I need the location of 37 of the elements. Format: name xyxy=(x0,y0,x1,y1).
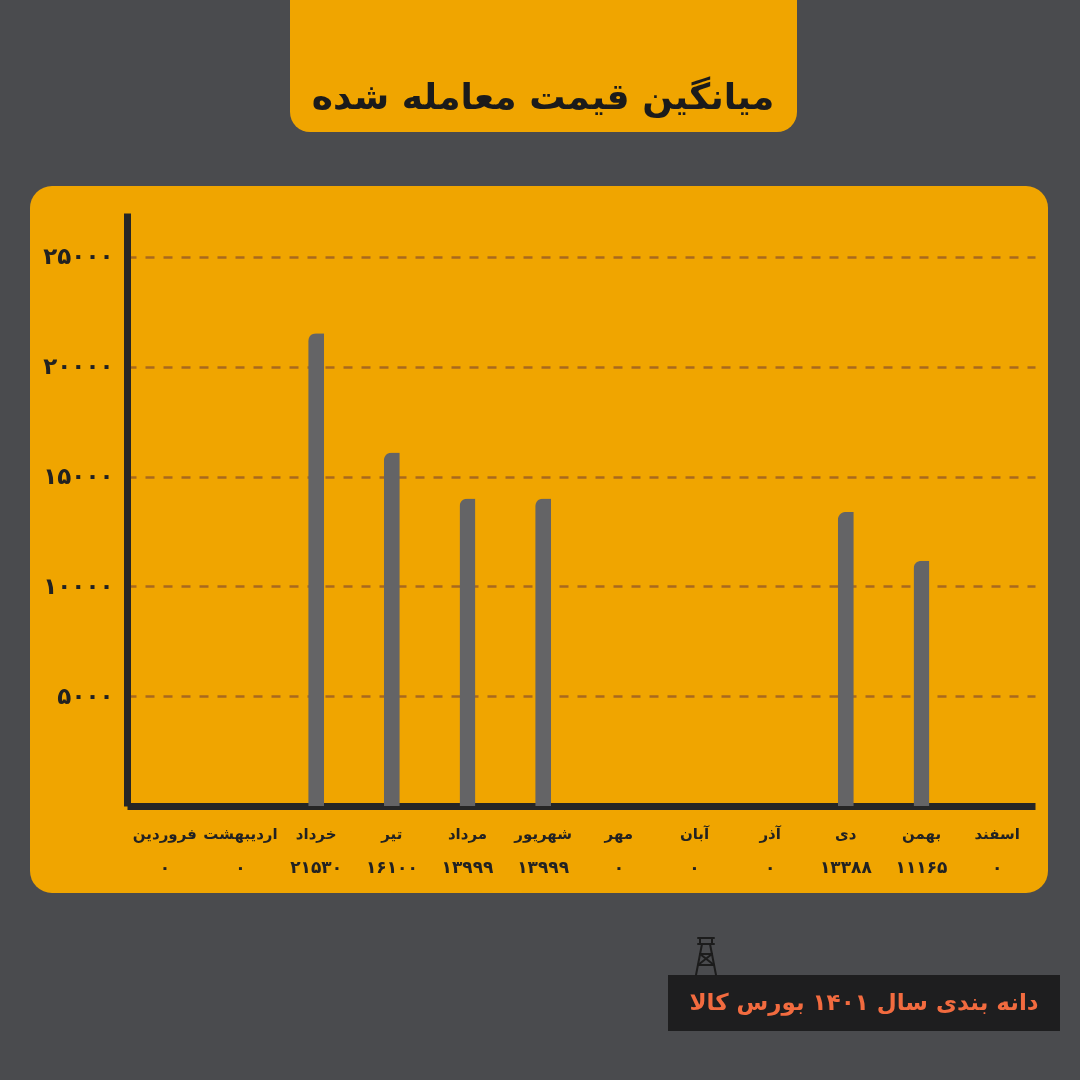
data-label: ۰ xyxy=(613,857,625,877)
x-tick-label: دی xyxy=(835,824,857,843)
bar xyxy=(383,452,400,806)
data-label: ۰ xyxy=(159,857,171,877)
y-tick-label: ۱۵۰۰۰ xyxy=(43,463,114,490)
x-tick-label: اردیبهشت xyxy=(203,824,278,843)
x-tick-label: آذر xyxy=(758,824,782,843)
bar xyxy=(535,498,552,806)
x-tick-label: تیر xyxy=(380,824,403,843)
data-label: ۱۳۹۹۹ xyxy=(441,857,495,877)
data-label: ۱۳۹۹۹ xyxy=(517,857,570,877)
data-label: ۱۶۱۰۰ xyxy=(365,857,418,877)
x-tick-label: بهمن xyxy=(901,824,942,843)
x-tick-label: شهریور xyxy=(513,824,572,843)
x-tick-label: آبان xyxy=(679,824,710,843)
bar xyxy=(308,333,325,806)
text: دانه بندی سال ۱۴۰۱ بورس کالا xyxy=(689,989,1039,1016)
data-label: ۰ xyxy=(689,857,700,877)
data-label: ۲۱۵۳۰ xyxy=(290,857,343,877)
y-tick-label: ۵۰۰۰ xyxy=(57,682,114,709)
bar xyxy=(837,511,854,806)
chart-title: میانگین قیمت معامله شده xyxy=(311,76,775,118)
data-label: ۱۳۳۸۸ xyxy=(819,857,873,877)
y-tick-label: ۱۰۰۰۰ xyxy=(43,572,114,599)
x-tick-label: فروردین xyxy=(132,824,197,843)
x-tick-label: مرداد xyxy=(447,824,488,843)
data-label: ۰ xyxy=(991,857,1003,877)
data-label: ۰ xyxy=(235,857,246,877)
data-label: ۱۱۱۶۵ xyxy=(895,857,948,877)
y-tick-label: ۲۰۰۰۰ xyxy=(43,353,114,380)
x-tick-label: اسفند xyxy=(974,824,1020,843)
data-label: ۰ xyxy=(764,857,776,877)
x-tick-label: مهر xyxy=(603,824,634,843)
x-tick-label: خرداد xyxy=(295,824,337,843)
bar xyxy=(459,498,476,806)
bar xyxy=(913,560,930,806)
y-tick-label: ۲۵۰۰۰ xyxy=(43,243,114,270)
